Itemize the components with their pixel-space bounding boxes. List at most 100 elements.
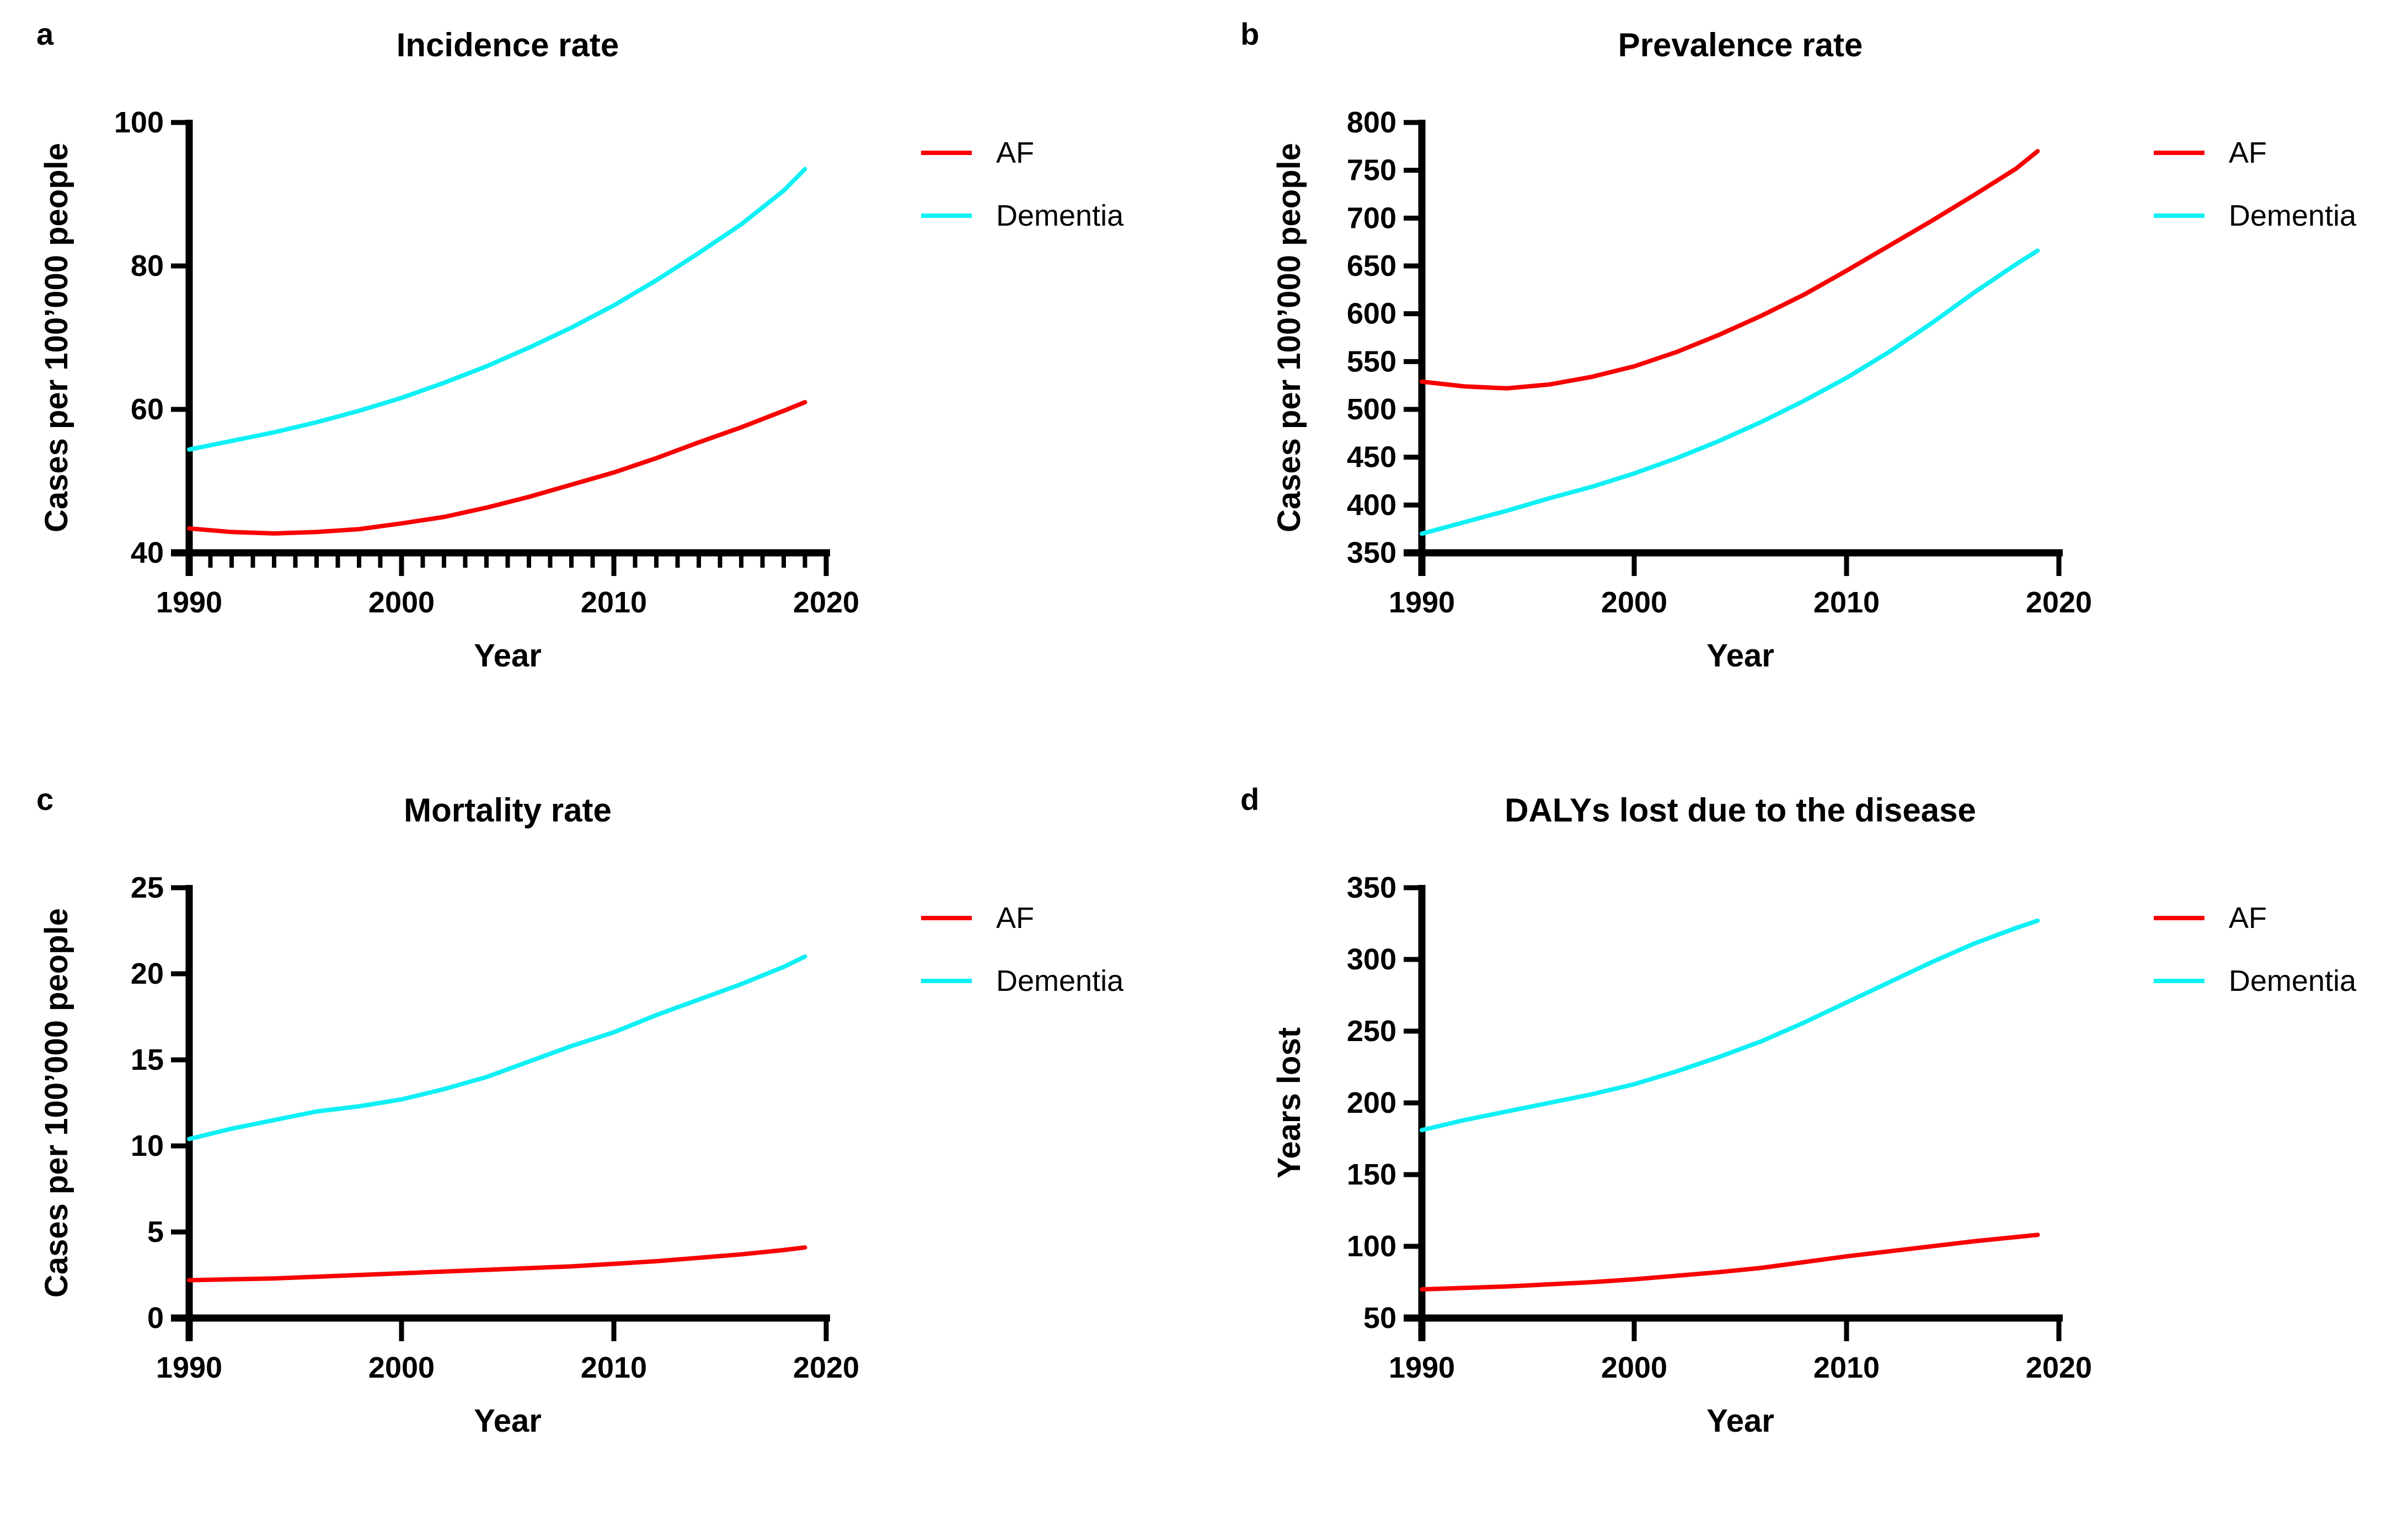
y-tick-label: 25 [131,871,164,904]
legend-label-af: AF [996,136,1035,169]
y-tick-label: 450 [1347,441,1396,474]
y-tick-label: 40 [131,536,164,569]
legend-item-dementia: Dementia [2154,199,2356,233]
series-line-dementia [187,954,807,1141]
x-axis-label: Year [1706,1403,1774,1439]
x-tick-label: 1990 [156,1351,222,1384]
y-tick-label: 100 [114,106,164,139]
x-tick-label: 2010 [1813,586,1880,619]
chart-title: Prevalence rate [1618,26,1863,63]
chart-title: Mortality rate [404,792,612,829]
y-tick-label: 300 [1347,943,1396,976]
y-tick-label: 400 [1347,488,1396,521]
x-tick-label: 2020 [2026,586,2092,619]
legend: AF Dementia [2154,901,2356,998]
y-tick-label: 350 [1347,871,1396,904]
chart-title: Incidence rate [396,26,619,63]
x-tick-label: 2000 [368,1351,435,1384]
dementia-line-swatch [921,214,972,218]
dementia-line-swatch [921,979,972,983]
x-tick-label: 2000 [368,586,435,619]
panel-dalys-lost: d DALYs lost due to the disease Years lo… [1204,765,2408,1531]
chart-title: DALYs lost due to the disease [1505,792,1976,829]
x-tick-label: 2010 [1813,1351,1880,1384]
x-tick-label: 2000 [1601,586,1667,619]
panel-mortality-rate: c Mortality rate Cases per 100’000 peopl… [0,765,1204,1531]
x-axis-label: Year [474,638,542,674]
legend-label-af: AF [996,901,1035,935]
panel-label: d [1240,782,1260,817]
legend-label-dementia: Dementia [2229,964,2357,997]
y-tick-label: 800 [1347,106,1396,139]
x-tick-label: 2020 [2026,1351,2092,1384]
y-tick-label: 60 [131,393,164,426]
y-tick-label: 750 [1347,154,1396,187]
panel-incidence-rate: a Incidence rate Cases per 100’000 peopl… [0,0,1204,766]
panel-prevalence-rate: b Prevalence rate Cases per 100’000 peop… [1204,0,2408,766]
y-tick-label: 10 [131,1129,164,1162]
y-tick-label: 5 [147,1215,164,1249]
x-tick-label: 2020 [793,1351,859,1384]
y-tick-label: 500 [1347,393,1396,426]
x-tick-label: 1990 [1389,1351,1455,1384]
series-line-dementia [187,167,807,452]
legend-label-af: AF [2229,901,2267,935]
af-line-swatch [2154,151,2204,155]
panel-label: b [1240,17,1260,51]
legend: AF Dementia [2154,136,2356,233]
y-tick-label: 50 [1363,1301,1396,1335]
y-tick-label: 150 [1347,1158,1396,1191]
legend-item-af: AF [921,136,1123,170]
series-line-dementia [1420,248,2040,536]
x-tick-label: 2010 [581,586,647,619]
legend: AF Dementia [921,901,1123,998]
series-line-af [187,400,807,536]
legend-label-dementia: Dementia [996,199,1124,232]
plot-area: 0 5 10 15 20 25 1990 2000 2010 2020 [131,871,859,1384]
y-tick-label: 80 [131,249,164,282]
y-tick-label: 250 [1347,1015,1396,1048]
panel-label: c [36,782,54,817]
legend-item-dementia: Dementia [2154,964,2356,998]
legend-label-af: AF [2229,136,2267,169]
legend-item-af: AF [921,901,1123,935]
series-line-af [1420,1233,2040,1292]
legend: AF Dementia [921,136,1123,233]
series-line-af [187,1245,807,1283]
plot-area: 50 100 150 200 250 300 350 1990 2000 2010 2020 [1347,871,2092,1384]
y-tick-label: 200 [1347,1086,1396,1119]
x-tick-label: 1990 [1389,586,1455,619]
x-tick-label: 2010 [581,1351,647,1384]
legend-item-dementia: Dementia [921,964,1123,998]
y-tick-label: 700 [1347,201,1396,234]
y-tick-label: 350 [1347,536,1396,569]
dementia-line-swatch [2154,214,2204,218]
y-tick-label: 15 [131,1043,164,1076]
series-line-dementia [1420,918,2040,1133]
plot-area: 40 60 80 100 1990 2000 2010 2020 [114,106,859,619]
y-tick-label: 100 [1347,1230,1396,1263]
x-tick-label: 1990 [156,586,222,619]
y-tick-label: 20 [131,957,164,990]
y-tick-label: 600 [1347,297,1396,330]
x-axis-label: Year [1706,638,1774,674]
af-line-swatch [2154,916,2204,920]
af-line-swatch [921,916,972,920]
panel-label: a [36,17,54,51]
y-tick-label: 650 [1347,249,1396,282]
legend-label-dementia: Dementia [996,964,1124,997]
x-tick-label: 2000 [1601,1351,1667,1384]
legend-label-dementia: Dementia [2229,199,2357,232]
af-line-swatch [921,151,972,155]
legend-item-dementia: Dementia [921,199,1123,233]
legend-item-af: AF [2154,136,2356,170]
series-line-af [1420,149,2040,391]
plot-area: 350 400 450 500 550 600 650 700 750 800 1990 2000 20… [1347,106,2092,619]
y-tick-label: 550 [1347,345,1396,378]
x-axis-label: Year [474,1403,542,1439]
y-tick-label: 0 [147,1301,164,1335]
x-tick-label: 2020 [793,586,859,619]
dementia-line-swatch [2154,979,2204,983]
legend-item-af: AF [2154,901,2356,935]
